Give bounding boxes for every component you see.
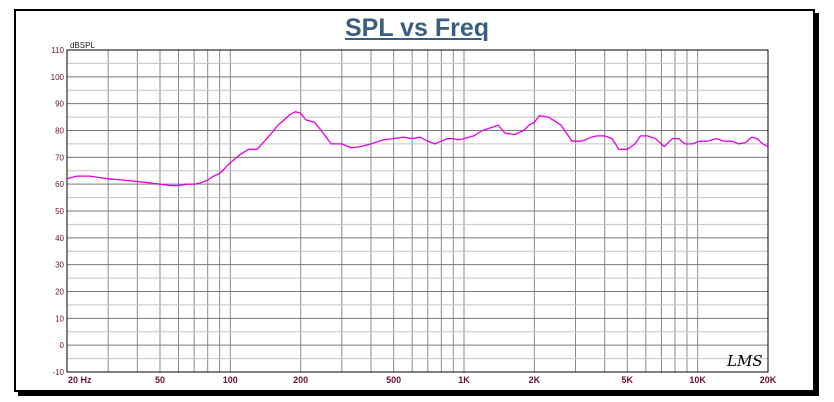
y-tick-label: 60 bbox=[55, 180, 64, 189]
brand-mark: LMS bbox=[726, 352, 763, 370]
x-tick-label: 50 bbox=[155, 375, 165, 385]
grid bbox=[67, 50, 768, 372]
x-axis: 20 Hz 50 100 200 500 1K 2K 5K 10K 20K bbox=[68, 375, 777, 385]
y-tick-label: 50 bbox=[55, 207, 64, 216]
plot-border bbox=[66, 49, 769, 373]
y-tick-label: 100 bbox=[51, 73, 65, 82]
y-tick-label: -10 bbox=[52, 368, 64, 377]
x-tick-label: 10K bbox=[689, 375, 706, 385]
x-tick-label: 100 bbox=[223, 375, 238, 385]
x-tick-label: 200 bbox=[293, 375, 308, 385]
y-tick-label: 80 bbox=[55, 127, 64, 136]
y-tick-label: 110 bbox=[51, 46, 64, 55]
x-tick-label: 1K bbox=[458, 375, 470, 385]
x-tick-label: 20K bbox=[760, 375, 777, 385]
y-tick-label: 40 bbox=[55, 234, 64, 243]
y-tick-label: 10 bbox=[55, 314, 64, 323]
x-tick-label: 2K bbox=[529, 375, 541, 385]
y-tick-label: 0 bbox=[60, 341, 65, 350]
chart-title: SPL vs Freq bbox=[344, 14, 490, 42]
y-tick-label: 30 bbox=[55, 261, 64, 270]
x-tick-label: 20 Hz bbox=[68, 375, 92, 385]
y-tick-label: 90 bbox=[55, 100, 64, 109]
x-tick-label: 500 bbox=[386, 375, 401, 385]
x-tick-label: 5K bbox=[622, 375, 634, 385]
y-axis-unit: dBSPL bbox=[70, 41, 95, 50]
spl-series-line bbox=[66, 111, 769, 187]
y-tick-label: 70 bbox=[55, 153, 64, 162]
y-tick-label: 20 bbox=[55, 288, 64, 297]
series-layer bbox=[66, 111, 769, 187]
